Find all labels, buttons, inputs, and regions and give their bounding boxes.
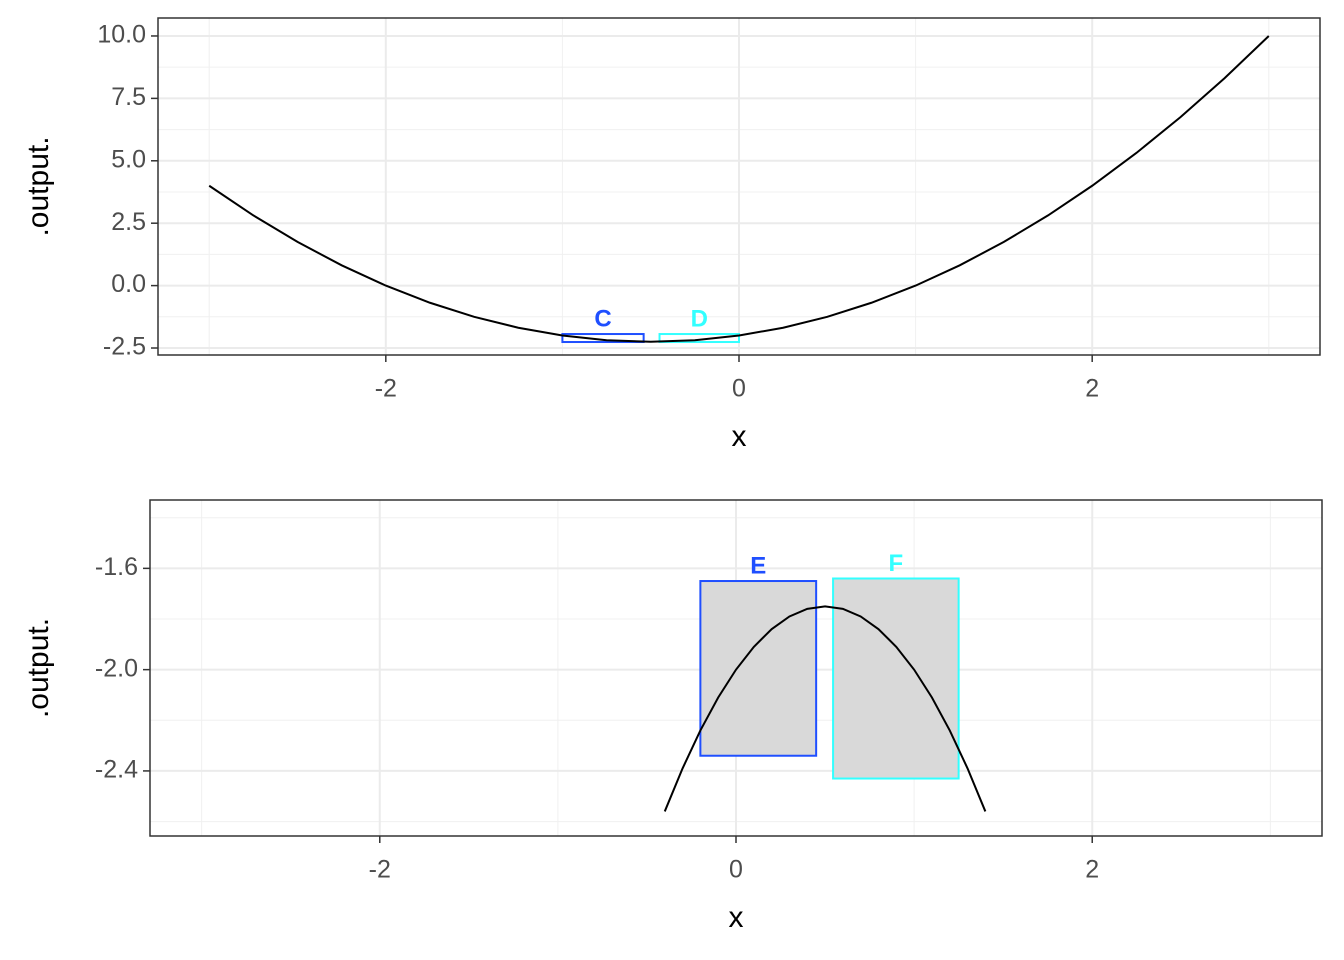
box-label: D xyxy=(691,305,708,332)
x-tick-label: -2 xyxy=(375,375,397,403)
y-tick-label: -2.4 xyxy=(95,756,138,784)
line xyxy=(208,35,1270,343)
y-tick-label: -2.0 xyxy=(95,654,138,682)
y-tick-label: 0.0 xyxy=(111,270,146,298)
x-axis-title: x xyxy=(732,420,747,453)
y-tick-label: 10.0 xyxy=(97,21,146,49)
y-tick-label: -2.5 xyxy=(103,333,146,361)
y-axis-title: .output. xyxy=(22,136,55,236)
x-tick-label: 2 xyxy=(1085,375,1099,403)
y-tick-label: 5.0 xyxy=(111,145,146,173)
x-tick-label: 0 xyxy=(732,375,746,403)
x-axis-title: x xyxy=(729,901,744,934)
y-tick-label: 7.5 xyxy=(111,83,146,111)
x-tick-label: 0 xyxy=(729,856,743,884)
y-tick-label: -1.6 xyxy=(95,553,138,581)
y-axis-title: .output. xyxy=(22,618,55,718)
plot-border xyxy=(149,499,1323,837)
box-label: F xyxy=(889,550,904,577)
box xyxy=(832,577,960,780)
box-label: E xyxy=(750,552,766,579)
box-label: C xyxy=(594,305,611,332)
box xyxy=(658,333,741,344)
plot-border xyxy=(157,17,1321,356)
x-tick-label: -2 xyxy=(369,856,391,884)
box xyxy=(561,333,645,344)
x-tick-label: 2 xyxy=(1085,856,1099,884)
box xyxy=(699,580,818,757)
y-tick-label: 2.5 xyxy=(111,208,146,236)
line xyxy=(663,605,987,812)
